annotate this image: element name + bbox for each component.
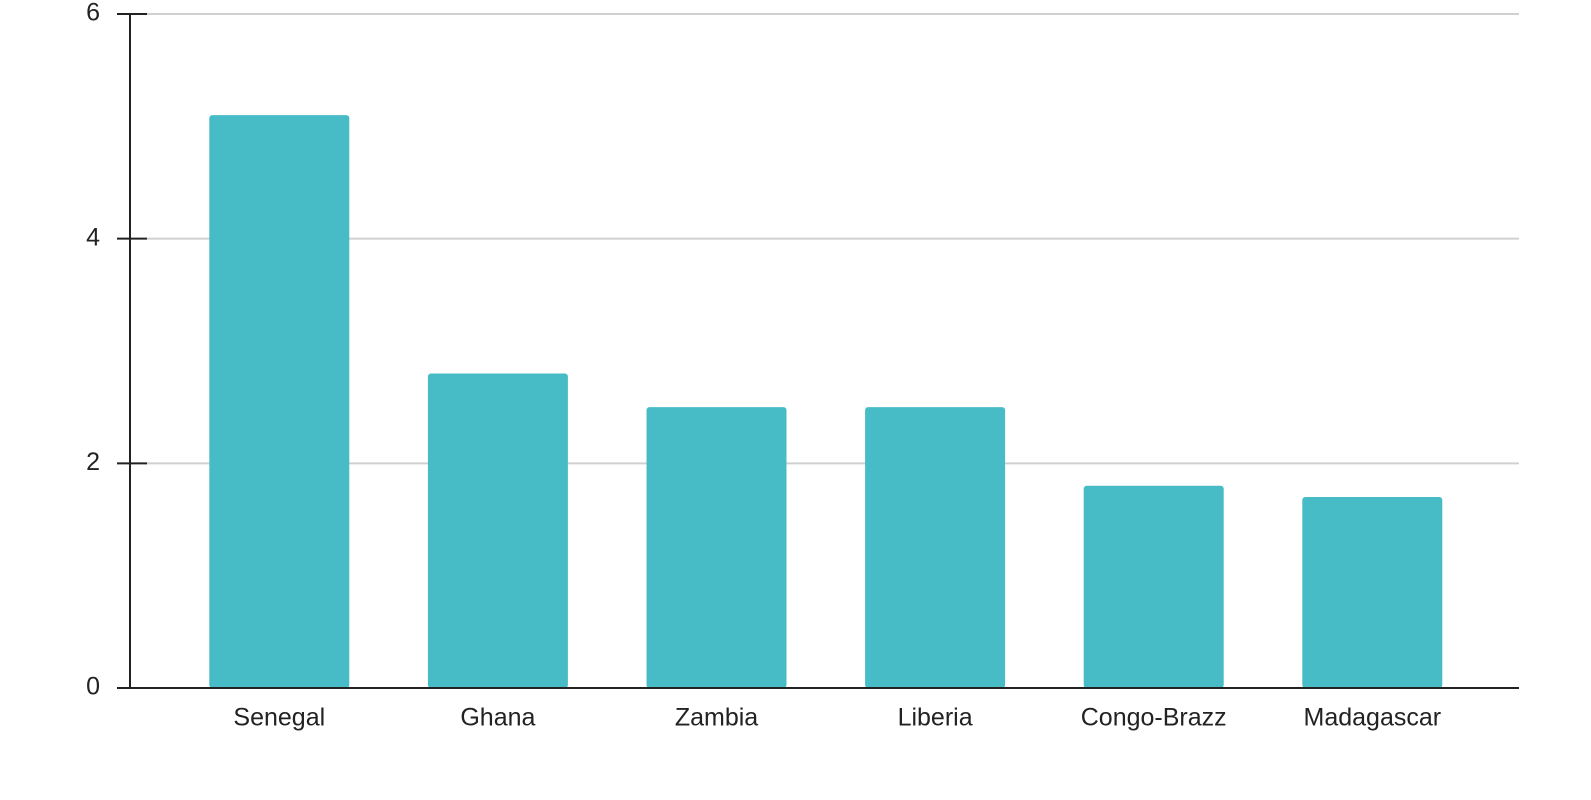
y-tick-label: 6 — [86, 0, 100, 27]
x-tick-label: Ghana — [460, 704, 535, 732]
x-tick-label: Zambia — [675, 704, 758, 732]
bar — [865, 407, 1006, 688]
bar — [646, 407, 787, 688]
x-tick-label: Madagascar — [1304, 704, 1442, 732]
x-tick-label: Congo-Brazz — [1081, 704, 1227, 732]
x-tick-label: Liberia — [898, 704, 973, 732]
bar — [1302, 497, 1443, 688]
y-tick-label: 2 — [86, 448, 100, 476]
bar — [1083, 485, 1224, 688]
y-tick-label: 0 — [86, 673, 100, 701]
bar — [427, 373, 568, 688]
y-tick-label: 4 — [86, 223, 100, 251]
bar — [209, 115, 350, 689]
x-tick-label: Senegal — [233, 704, 325, 732]
